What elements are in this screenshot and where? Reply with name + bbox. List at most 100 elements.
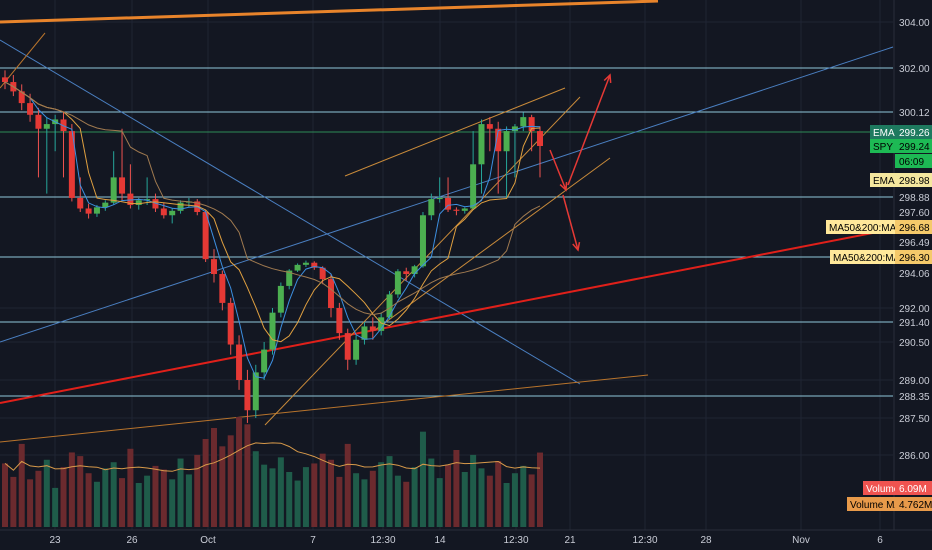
tag-label-bg [826, 220, 895, 234]
candle-body [294, 264, 301, 271]
volume-bar [277, 457, 284, 527]
channel-lower-line [374, 157, 611, 331]
price-tick-label: 287.50 [899, 414, 930, 425]
price-tick-label: 289.00 [899, 376, 930, 387]
volume-bar [386, 456, 393, 527]
candle-body [520, 117, 527, 127]
candle-body [18, 91, 25, 104]
tag-value-text: 296.68 [899, 223, 930, 234]
volume-bar [344, 443, 351, 527]
candle-body [445, 197, 452, 210]
volume-bar [411, 467, 418, 527]
volume-bar [378, 462, 385, 527]
time-tick-label: 12:30 [370, 535, 395, 546]
candle-body [135, 200, 142, 205]
candle-body [93, 207, 100, 214]
tag-label-bg [830, 250, 895, 264]
candle-body [127, 193, 134, 205]
volume-bar [394, 475, 401, 527]
price-tick-label: 292.00 [899, 304, 930, 315]
candle-body [503, 131, 510, 152]
volume-bar [453, 450, 460, 527]
candle-body [428, 199, 435, 216]
volume-bar [18, 443, 25, 527]
tag-value-text: 6.09M [899, 484, 927, 495]
volume-bar [319, 453, 326, 527]
candle-body [169, 210, 176, 216]
candle-body [403, 271, 410, 275]
tag-label-bg [847, 497, 895, 511]
candle-body [210, 259, 217, 275]
volume-bar [60, 467, 67, 527]
time-tick-label: 12:30 [503, 535, 528, 546]
candle-body [144, 199, 151, 201]
candle-body [35, 114, 42, 129]
volume-bar [127, 448, 134, 527]
volume-bar [428, 458, 435, 527]
candle-body [177, 202, 184, 211]
candle-body [236, 344, 243, 380]
volume-bar [119, 478, 126, 527]
volume-bar [436, 478, 443, 527]
candle-body [43, 124, 50, 129]
volume-bar [135, 483, 142, 527]
projection-arrow-down-head [572, 241, 581, 252]
volume-bar [160, 469, 167, 527]
volume-bar [461, 472, 468, 527]
tag-label-bg [870, 173, 895, 187]
candle-body [369, 326, 376, 331]
candle-body [27, 103, 34, 115]
candle-body [119, 177, 126, 194]
trendline-top-orange [0, 0, 659, 24]
volume-bar [286, 472, 293, 527]
volume-bar [528, 474, 535, 527]
candle-body [319, 267, 326, 280]
candle-body [394, 271, 401, 295]
candle-body [378, 317, 385, 331]
time-tick-label: 7 [310, 535, 316, 546]
candle-body [511, 126, 518, 132]
volume-bar [27, 479, 34, 527]
volume-bar [486, 475, 493, 527]
projection-arrow-up-head [603, 73, 612, 84]
volume-bar [236, 417, 243, 527]
tag-value-text: 299.26 [899, 128, 930, 139]
trendline-red [0, 228, 894, 404]
time-tick-label: 12:30 [632, 535, 657, 546]
price-tick-label: 288.35 [899, 392, 930, 403]
candle-body [461, 208, 468, 211]
projection-arrow-down [562, 194, 579, 251]
ema-slow-line [4, 81, 541, 343]
price-tick-label: 302.00 [899, 64, 930, 75]
volume-bar [244, 424, 251, 527]
trendline-lower-orange [0, 374, 649, 443]
price-tick-label: 298.88 [899, 193, 930, 204]
tag-label-bg [870, 125, 895, 139]
channel-upper-line [344, 87, 566, 177]
projection-arrow-down-short-head [559, 181, 568, 192]
projection-arrow-up [567, 74, 611, 186]
time-tick-label: 23 [49, 535, 61, 546]
price-tick-label: 300.12 [899, 108, 930, 119]
trendline-descending [0, 39, 581, 385]
candle-body [336, 308, 343, 334]
tag-value-bg [895, 139, 932, 153]
volume-bar [210, 428, 217, 527]
volume-bar [219, 446, 226, 527]
candle-body [219, 274, 226, 303]
tag-value-bg [895, 481, 932, 495]
volume-bar [185, 474, 192, 527]
volume-bar [353, 473, 360, 527]
ema-fast-line [4, 81, 541, 379]
tag-value-bg [895, 154, 932, 168]
volume-bar [361, 479, 368, 527]
time-tick-label: 26 [126, 535, 138, 546]
time-tick-label: 14 [434, 535, 446, 546]
volume-bar [369, 470, 376, 527]
volume-bar [169, 479, 176, 527]
tag-value-text: 299.24 [899, 142, 930, 153]
candle-body [227, 302, 234, 345]
volume-bar [144, 475, 151, 527]
